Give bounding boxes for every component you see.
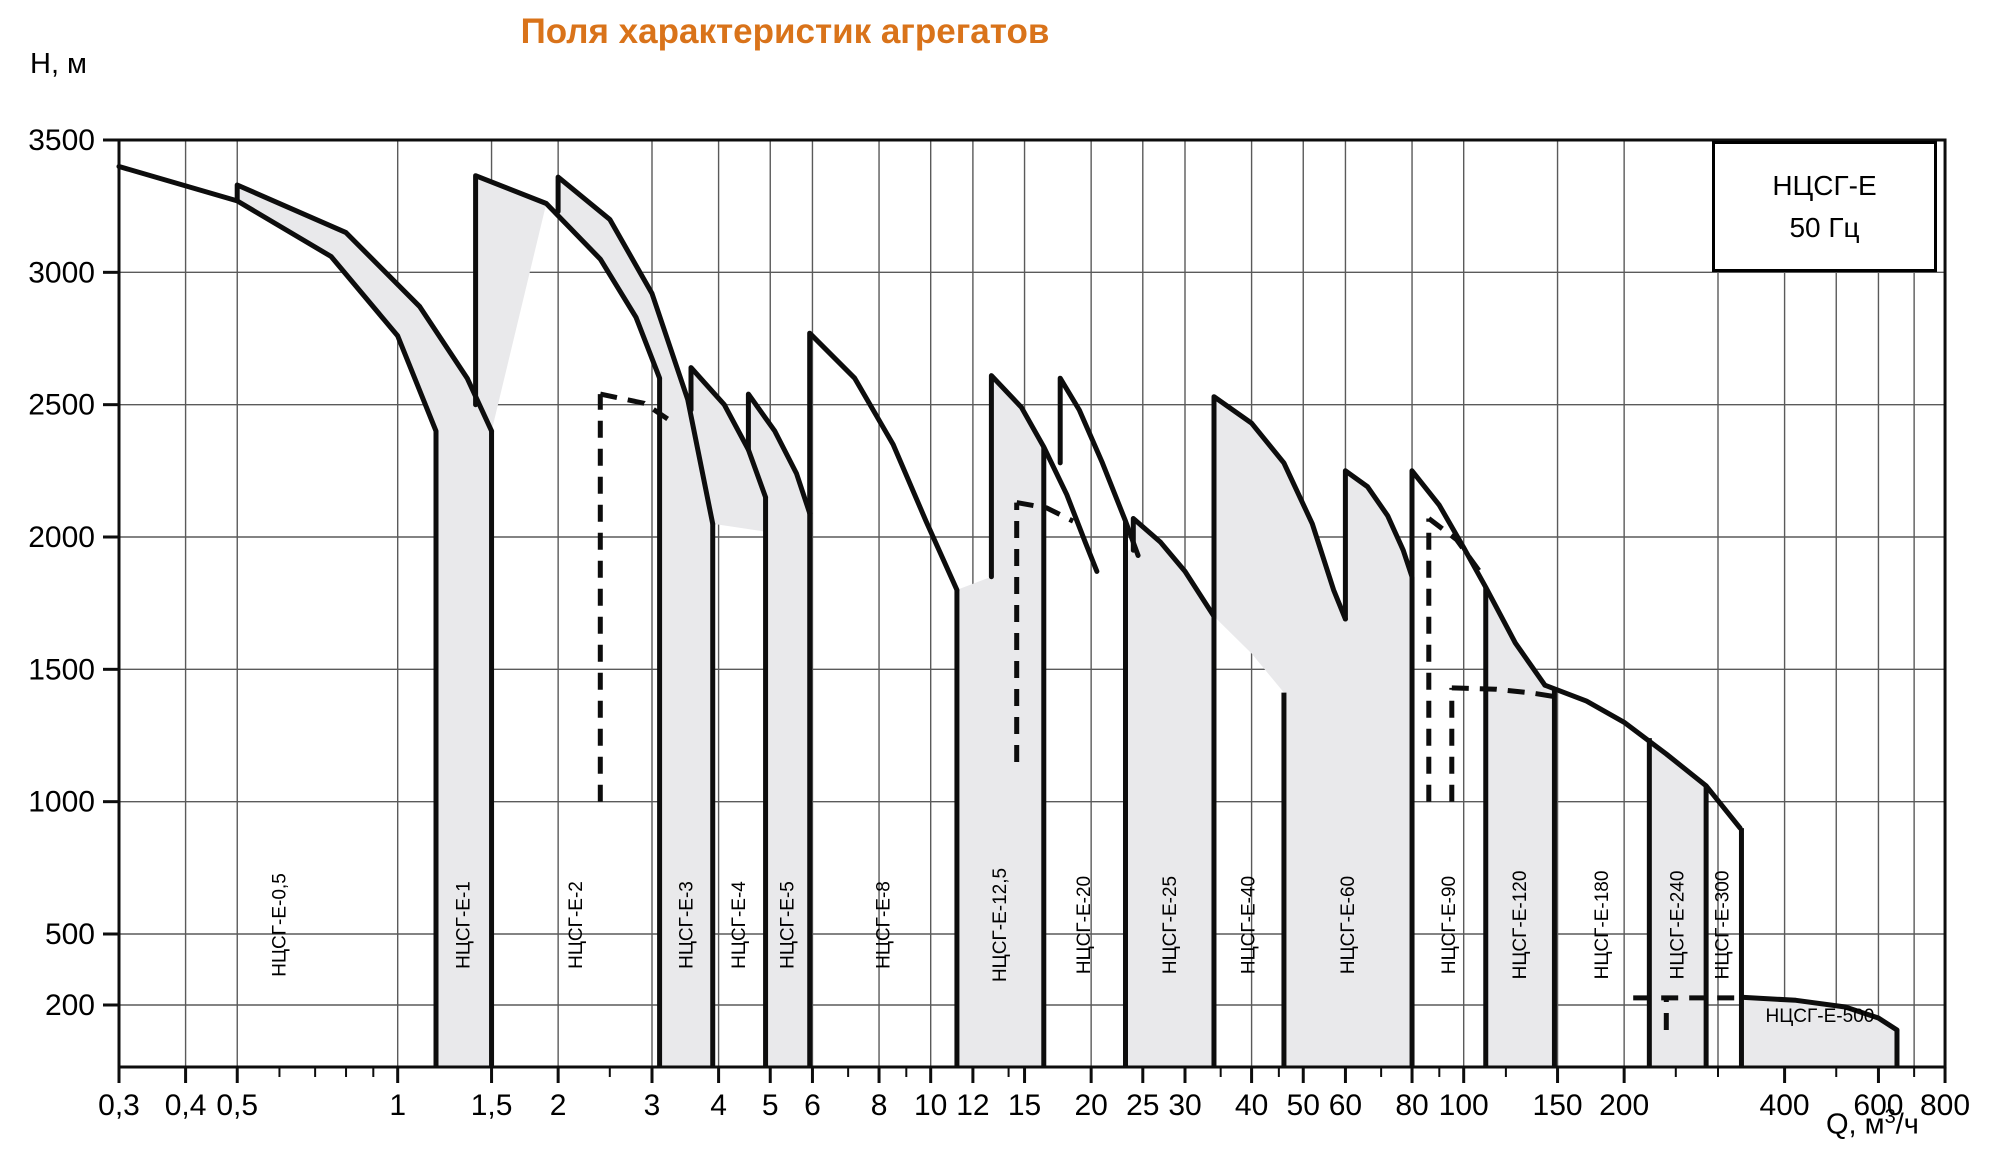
boundary-curve: [745, 391, 813, 516]
x-tick-label: 800: [1920, 1089, 1970, 1122]
model-label: НЦСГ-Е-20: [1074, 876, 1095, 974]
legend-box: НЦСГ-Е 50 Гц: [1712, 141, 1937, 272]
x-axis-title-sup: 3: [1884, 1106, 1896, 1128]
boundary-curve: [1409, 468, 1548, 688]
boundary-curve: [555, 174, 716, 527]
model-label: НЦСГ-Е-60: [1338, 876, 1359, 974]
boundary-curve: [473, 173, 663, 408]
boundary-curve: [1741, 994, 1900, 1033]
field-region: [956, 375, 1044, 1068]
boundary-curve: [234, 182, 495, 434]
model-label: НЦСГ-Е-1: [454, 881, 475, 969]
x-tick-label: 150: [1533, 1089, 1583, 1122]
x-tick-label: 8: [871, 1089, 888, 1122]
model-label: НЦСГ-Е-40: [1239, 876, 1260, 974]
x-tick-label: 2: [550, 1089, 567, 1122]
y-tick-label: 3500: [28, 124, 95, 157]
y-tick-label: 200: [45, 989, 95, 1022]
field-region: [1649, 738, 1707, 1067]
field-region: [748, 394, 810, 1068]
model-label: НЦСГ-Е-500: [1766, 1006, 1875, 1027]
x-tick-label: 1: [389, 1089, 406, 1122]
x-axis-title-prefix: Q, м: [1826, 1108, 1885, 1141]
field-region: [1485, 587, 1555, 1067]
dashed-limit-line: [1451, 685, 1558, 700]
model-label: НЦСГ-Е-4: [729, 881, 750, 969]
boundary-curve: [988, 373, 1100, 580]
x-tick-label: 4: [710, 1089, 727, 1122]
x-tick-label: 600: [1853, 1089, 1903, 1122]
model-label: НЦСГ-Е-0,5: [269, 873, 290, 977]
field-region: [475, 175, 547, 432]
field-region: [691, 367, 766, 532]
x-tick-label: 3: [644, 1089, 661, 1122]
dashed-limit-line: [1427, 516, 1484, 576]
x-tick-label: 6: [804, 1089, 821, 1122]
y-axis-title: Н, м: [30, 48, 87, 80]
x-tick-label: 200: [1599, 1089, 1649, 1122]
boundary-curve: [1542, 682, 1743, 831]
y-tick-label: 1000: [28, 786, 95, 819]
x-tick-label: 30: [1168, 1089, 1201, 1122]
x-tick-label: 12: [956, 1089, 989, 1122]
x-tick-label: 400: [1760, 1089, 1810, 1122]
model-label: НЦСГ-Е-90: [1439, 876, 1460, 974]
legend-series-name: НЦСГ-Е: [1772, 169, 1877, 201]
y-tick-label: 500: [45, 918, 95, 951]
model-label: НЦСГ-Е-2: [566, 881, 587, 969]
x-tick-label: 0,4: [165, 1089, 207, 1122]
field-region: [558, 177, 713, 1068]
x-axis-title-suffix: /ч: [1895, 1108, 1919, 1141]
model-label: НЦСГ-Е-12,5: [990, 868, 1011, 982]
boundary-curve: [1057, 375, 1141, 558]
page-title: Поля характеристик агрегатов: [520, 12, 1050, 51]
x-tick-label: 80: [1395, 1089, 1428, 1122]
plot-frame: [117, 138, 1947, 1069]
y-tick-label: 2500: [28, 389, 95, 422]
model-label: НЦСГ-Е-180: [1592, 871, 1613, 980]
dashed-limit-line: [1016, 500, 1075, 524]
boundary-curve: [1211, 394, 1348, 622]
x-tick-label: 20: [1074, 1089, 1107, 1122]
y-tick-label: 1500: [28, 653, 95, 686]
x-tick-label: 0,3: [98, 1089, 140, 1122]
model-label: НЦСГ-Е-3: [676, 881, 697, 969]
x-tick-label: 15: [1008, 1089, 1041, 1122]
boundary-curve: [807, 330, 960, 593]
x-tick-label: 10: [914, 1089, 947, 1122]
model-label: НЦСГ-Е-120: [1510, 871, 1531, 980]
boundary-curve: [1130, 516, 1217, 619]
x-tick-label: 5: [762, 1089, 779, 1122]
legend-frequency: 50 Гц: [1789, 211, 1860, 243]
boundary-curve: [688, 365, 769, 500]
model-label: НЦСГ-Е-300: [1713, 871, 1734, 980]
model-label: НЦСГ-Е-25: [1160, 876, 1181, 974]
dashed-limit-line: [599, 391, 676, 426]
x-tick-label: 50: [1287, 1089, 1320, 1122]
x-tick-label: 100: [1439, 1089, 1489, 1122]
field-region: [1214, 396, 1412, 1067]
model-label: НЦСГ-Е-240: [1668, 871, 1689, 980]
x-axis-title: Q, м3/ч: [1826, 1106, 1919, 1142]
x-tick-label: 40: [1235, 1089, 1268, 1122]
model-label: НЦСГ-Е-8: [873, 881, 894, 969]
x-tick-label: 60: [1329, 1089, 1362, 1122]
boundary-curve: [1342, 468, 1415, 622]
x-tick-label: 0,5: [216, 1089, 258, 1122]
field-region: [1743, 997, 1897, 1067]
x-tick-label: 25: [1126, 1089, 1159, 1122]
boundary-curve: [116, 164, 439, 434]
field-region: [1125, 518, 1214, 1067]
y-tick-label: 2000: [28, 521, 95, 554]
model-label: НЦСГ-Е-5: [778, 881, 799, 969]
x-tick-label: 1,5: [471, 1089, 513, 1122]
y-tick-label: 3000: [28, 256, 95, 289]
